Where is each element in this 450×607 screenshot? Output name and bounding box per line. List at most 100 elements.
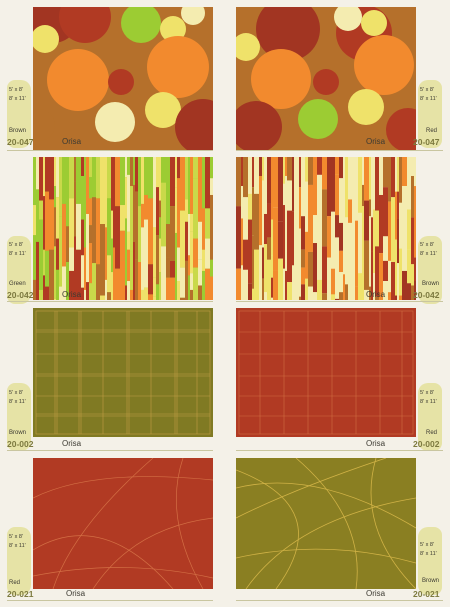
stripe-segment	[156, 157, 159, 188]
stripe-segment	[399, 157, 402, 203]
stripe-segment	[283, 205, 285, 269]
rug-swatch-20-002-red[interactable]	[236, 308, 416, 437]
stripe-segment	[175, 157, 177, 188]
stripe-segment	[115, 268, 120, 300]
stripe-segment	[397, 191, 399, 219]
stripe-segment	[271, 157, 273, 220]
stripe-segment	[62, 157, 66, 204]
stripe-segment	[120, 230, 125, 261]
stripe-segment	[156, 284, 159, 300]
stripe-segment	[362, 157, 364, 185]
product-code: 20-042	[7, 290, 34, 300]
stripe-segment	[69, 270, 74, 300]
product-name: Orisa	[66, 589, 86, 598]
stripe-segment	[267, 157, 271, 204]
stripe-segment	[54, 207, 56, 247]
stripe-segment	[267, 237, 271, 260]
stripe-segment	[89, 198, 92, 226]
stripe-segment	[327, 216, 331, 258]
stripe-segment	[43, 275, 45, 300]
divider	[236, 600, 443, 601]
stripe-segment	[33, 235, 36, 280]
stripe-segment	[243, 286, 248, 300]
stripe-segment	[243, 157, 248, 198]
stripe-segment	[45, 250, 49, 287]
rug-swatch-20-047-red[interactable]	[236, 7, 416, 150]
stripe-segment	[375, 246, 379, 297]
stripe-segment	[133, 184, 135, 242]
stripe-segment	[177, 281, 180, 300]
stripe-segment	[397, 157, 399, 192]
stripe-segment	[362, 206, 364, 276]
stripe-segment	[115, 206, 120, 269]
stripe-segment	[202, 157, 205, 209]
stripe-segment	[301, 249, 305, 268]
stripe-segment	[391, 157, 395, 198]
stripe-segment	[369, 216, 371, 287]
stripe-segment	[369, 286, 371, 300]
stripe-segment	[45, 286, 49, 300]
stripe-segment	[335, 157, 339, 175]
stripe-segment	[96, 157, 100, 199]
stripe-segment	[283, 268, 285, 300]
stripe-segment	[379, 157, 383, 195]
stripe-segment	[369, 199, 371, 217]
rug-swatch-20-042-green[interactable]	[33, 157, 213, 300]
stripe-segment	[271, 255, 273, 278]
stripe-segment	[301, 216, 305, 250]
stripe-segment	[36, 285, 39, 300]
stripe-segment	[294, 228, 299, 264]
size-5x8: 5' x 8'	[9, 242, 24, 248]
stripe-segment	[292, 157, 294, 212]
stripe-segment	[388, 201, 391, 261]
stripe-segment	[352, 157, 355, 206]
size-5x8: 5' x 8'	[9, 390, 24, 396]
stripe-segment	[39, 289, 43, 300]
stripe-segment	[243, 197, 248, 240]
stripe-segment	[292, 289, 294, 300]
stripe-segment	[205, 157, 210, 209]
stripe-segment	[399, 248, 402, 296]
rug-swatch-20-021-red[interactable]	[33, 458, 213, 589]
stripe-segment	[248, 193, 252, 220]
stripe-segment	[259, 175, 262, 246]
stripe-segment	[399, 295, 402, 300]
stripe-segment	[313, 215, 317, 244]
stripe-segment	[185, 260, 188, 300]
stripe-segment	[335, 298, 339, 300]
stripe-segment	[287, 157, 292, 181]
stripe-segment	[243, 239, 248, 270]
stripe-segment	[193, 178, 198, 239]
stripe-segment	[185, 199, 188, 222]
size-tab-right-3	[418, 383, 442, 451]
stripe-segment	[130, 157, 133, 187]
stripe-segment	[148, 157, 153, 199]
stripe-segment	[138, 206, 141, 263]
stripe-segment	[92, 197, 96, 264]
stripe-segment	[161, 182, 166, 247]
stripe-segment	[84, 289, 86, 300]
rug-swatch-20-047-brown[interactable]	[33, 7, 213, 150]
stripe-segment	[100, 224, 105, 296]
stripe-segment	[74, 181, 76, 237]
stripe-segment	[43, 157, 45, 197]
stripe-segment	[292, 211, 294, 266]
circles-pattern-brown	[33, 7, 213, 150]
stripe-segment	[193, 238, 198, 268]
stripe-segment	[411, 217, 414, 265]
stripe-segment	[81, 219, 84, 256]
stripe-segment	[81, 175, 84, 220]
stripe-segment	[283, 183, 285, 206]
rug-swatch-20-021-brown[interactable]	[236, 458, 416, 589]
stripe-segment	[66, 226, 69, 263]
rug-swatch-20-002-brown[interactable]	[33, 308, 213, 437]
stripe-segment	[371, 217, 373, 252]
rug-swatch-20-042-brown[interactable]	[236, 157, 416, 300]
stripe-segment	[170, 277, 175, 300]
stripe-segment	[210, 157, 213, 179]
stripe-segment	[305, 278, 308, 300]
stripe-segment	[153, 227, 156, 278]
stripe-segment	[69, 247, 74, 271]
stripe-segment	[364, 200, 369, 241]
stripe-segment	[355, 286, 358, 300]
